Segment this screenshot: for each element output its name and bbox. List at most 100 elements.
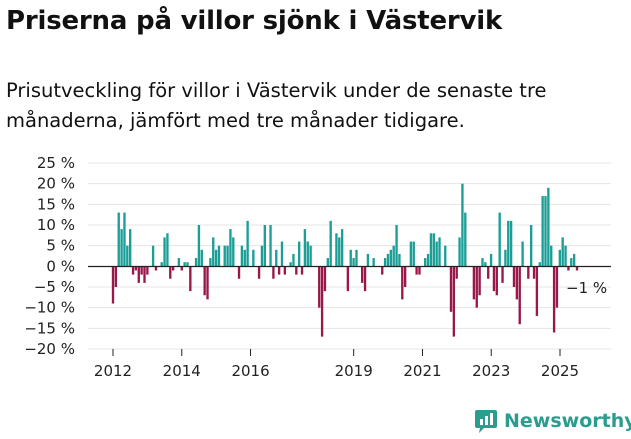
bar-positive [123, 212, 126, 267]
bar-negative [134, 266, 138, 271]
bar-negative [515, 266, 519, 300]
bar-negative [552, 266, 556, 333]
bar-negative [346, 266, 350, 292]
x-axis-ticks: 2012 2014 2016 2019 2021 2023 2025 [94, 349, 579, 380]
bar-positive [129, 229, 132, 267]
bar-negative [272, 266, 275, 279]
newsworthy-logo-icon [475, 410, 497, 433]
bar-positive [349, 249, 352, 267]
bar-positive [424, 258, 427, 267]
y-axis-ticks: 25 % 20 % 15 % 10 % 5 % 0 % −5 % −10 % −15 % −20 … [24, 154, 75, 358]
bar-positive [389, 249, 393, 267]
x-tick-label: 2025 [541, 362, 579, 380]
y-tick-label: −10 % [24, 299, 75, 317]
bar-positive [217, 245, 221, 267]
y-tick-label: −5 % [34, 278, 75, 296]
bar-negative [300, 266, 304, 275]
bar-negative [180, 266, 183, 271]
bar-positive [558, 249, 561, 267]
bar-negative [140, 266, 143, 275]
bar-negative [487, 266, 490, 279]
bar-positive [229, 229, 232, 267]
bar-positive [326, 258, 329, 267]
bar-positive [163, 237, 166, 267]
chart-title: Priserna på villor sjönk i Västervik [6, 6, 503, 36]
y-tick-label: 20 % [37, 175, 75, 193]
x-tick-label: 2023 [472, 362, 510, 380]
bar-positive [160, 262, 163, 267]
bar-positive [392, 245, 395, 267]
bar-positive [338, 237, 341, 267]
bar-negative [472, 266, 476, 300]
y-tick-label: 0 % [46, 257, 75, 275]
bar-negative [501, 266, 504, 283]
bar-negative [323, 266, 327, 292]
bar-positive [386, 253, 390, 267]
bar-positive [298, 241, 301, 267]
bar-positive [464, 212, 467, 267]
bar-negative [131, 266, 135, 275]
bar-negative [154, 266, 158, 271]
bar-negative [111, 266, 115, 304]
bar-positive [269, 225, 272, 267]
bar-negative [237, 266, 241, 279]
bar-positive [212, 237, 215, 267]
bar-positive [458, 237, 461, 267]
bar-negative [361, 266, 364, 283]
bar-negative [535, 266, 539, 316]
chart-subtitle: Prisutveckling för villor i Västervik un… [6, 79, 547, 132]
bar-positive [303, 229, 307, 267]
bar-positive [309, 245, 312, 267]
x-tick-label: 2021 [403, 362, 441, 380]
bar-positive [383, 258, 387, 267]
bar-positive [550, 245, 553, 267]
bar-negative [567, 266, 570, 271]
y-tick-label: 15 % [37, 195, 75, 213]
bar-negative [283, 266, 287, 275]
bar-negative [478, 266, 481, 296]
bar-positive [209, 258, 212, 267]
bar-negative [381, 266, 384, 275]
bar-negative [449, 266, 453, 312]
bar-positive [444, 245, 447, 267]
bar-positive [570, 258, 573, 267]
bar-negative [203, 266, 206, 296]
bar-negative [415, 266, 418, 275]
bar-positive [183, 262, 186, 267]
bar-positive [366, 253, 370, 267]
bar-positive [292, 253, 295, 267]
bar-positive [151, 245, 155, 267]
bar-negative [143, 266, 146, 283]
bar-negative [495, 266, 498, 296]
bar-negative [189, 266, 192, 292]
bar-negative [401, 266, 404, 300]
bar-positive [252, 249, 255, 267]
gridlines [88, 162, 611, 350]
bar-negative [512, 266, 516, 287]
bar-positive [232, 237, 235, 267]
y-tick-label: 5 % [46, 237, 75, 255]
bar-positive [243, 249, 246, 267]
bar-positive [521, 241, 524, 267]
bar-positive [166, 233, 169, 267]
y-tick-label: −20 % [24, 340, 75, 358]
bar-positive [395, 225, 398, 267]
bar-positive [489, 253, 493, 267]
bar-negative [452, 266, 456, 337]
bar-positive [561, 237, 564, 267]
bar-negative [320, 266, 324, 337]
bar-positive [481, 258, 484, 267]
bar-positive [263, 225, 266, 267]
y-tick-label: 10 % [37, 216, 75, 234]
bar-positive [214, 249, 218, 267]
bar-negative [527, 266, 530, 279]
bar-positive [484, 262, 487, 267]
bar-positive [412, 241, 415, 267]
bar-negative [518, 266, 521, 325]
bar-positive [120, 229, 123, 267]
bar-positive [186, 262, 189, 267]
bar-positive [117, 212, 120, 267]
bar-positive [498, 212, 501, 267]
bar-negative [363, 266, 367, 292]
bar-positive [544, 196, 547, 267]
